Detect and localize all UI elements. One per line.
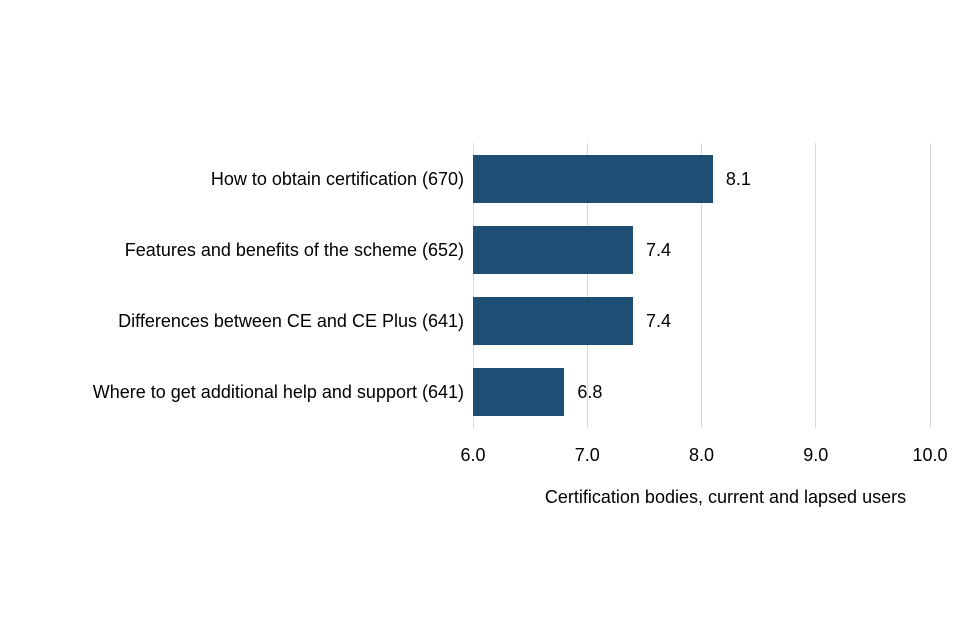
x-axis-ticks: 6.0 7.0 8.0 9.0 10.0 — [460, 445, 947, 468]
value-label: 6.8 — [577, 382, 603, 403]
bar-row: Features and benefits of the scheme (652… — [125, 214, 930, 285]
value-label: 7.4 — [645, 239, 671, 260]
bar — [473, 368, 565, 417]
bar-row: Where to get additional help and support… — [93, 357, 930, 428]
x-tick-label: 10.0 — [912, 445, 948, 465]
category-label: Differences between CE and CE Plus (641) — [118, 311, 464, 332]
value-label: 7.4 — [645, 311, 671, 332]
category-label: Features and benefits of the scheme (652… — [124, 239, 464, 260]
category-label: Where to get additional help and support… — [92, 382, 464, 403]
value-label: 8.1 — [725, 168, 751, 189]
category-label: How to obtain certification (670) — [210, 168, 464, 189]
gridline — [701, 143, 702, 428]
bar-row: How to obtain certification (670) 8.1 — [211, 143, 930, 214]
gridline — [929, 143, 931, 428]
bar — [473, 297, 633, 346]
gridline — [472, 143, 474, 428]
plot-area: How to obtain certification (670) 8.1 Feat… — [93, 143, 931, 428]
x-tick-label: 8.0 — [688, 445, 715, 465]
x-tick-label: 9.0 — [803, 445, 829, 465]
x-axis-title: Certification bodies, current and lapsed… — [544, 487, 907, 507]
bar — [473, 225, 633, 274]
x-tick-label: 7.0 — [574, 445, 600, 465]
gridline — [815, 143, 817, 428]
gridline — [586, 143, 588, 428]
bar-row: Differences between CE and CE Plus (641)… — [118, 286, 930, 357]
x-tick-label: 6.0 — [460, 445, 486, 465]
bar — [473, 154, 713, 203]
